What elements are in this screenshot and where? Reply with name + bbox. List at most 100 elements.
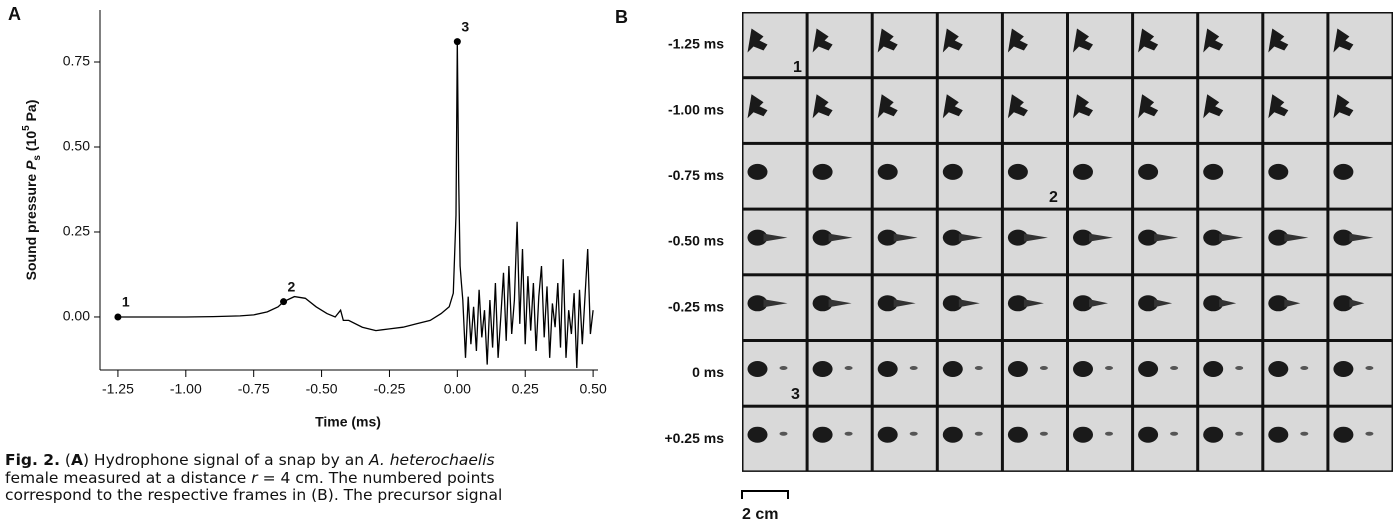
claw bbox=[1333, 426, 1354, 443]
claw bbox=[1073, 361, 1093, 377]
frame-number: 3 bbox=[791, 386, 800, 403]
caption: Fig. 2. (A) Hydrophone signal of a snap … bbox=[5, 451, 503, 505]
claw bbox=[942, 426, 963, 443]
claw bbox=[1007, 295, 1028, 312]
annotation-point bbox=[453, 38, 461, 46]
frame-grid bbox=[742, 12, 1393, 472]
cavitation bbox=[1039, 366, 1048, 370]
x-tick-label: -0.25 bbox=[373, 381, 405, 397]
claw bbox=[1138, 28, 1159, 53]
claw bbox=[877, 361, 898, 377]
cavitation bbox=[844, 366, 853, 370]
claw bbox=[1203, 94, 1224, 119]
claw bbox=[812, 361, 833, 377]
y-tick-label: 0.50 bbox=[63, 138, 90, 154]
jet bbox=[1023, 233, 1048, 242]
claw bbox=[942, 229, 963, 246]
row-label: -1.00 ms bbox=[668, 101, 724, 117]
y-tick-label: 0.00 bbox=[63, 308, 90, 324]
claw bbox=[1268, 361, 1289, 377]
claw bbox=[812, 28, 833, 53]
claw bbox=[812, 426, 833, 443]
claw bbox=[1333, 361, 1354, 377]
claw bbox=[1073, 28, 1093, 53]
cavitation bbox=[1300, 366, 1309, 370]
claw bbox=[1203, 28, 1224, 53]
annotation-label: 1 bbox=[122, 294, 130, 310]
y-tick-label: 0.25 bbox=[63, 223, 90, 239]
scale-bar-label: 2 cm bbox=[742, 506, 778, 523]
cavitation bbox=[1170, 431, 1179, 436]
x-tick-label: -1.25 bbox=[102, 381, 134, 397]
claw bbox=[747, 163, 768, 180]
claw bbox=[942, 295, 963, 312]
claw bbox=[1007, 361, 1028, 377]
cavitation bbox=[974, 366, 983, 370]
cavitation bbox=[1365, 366, 1374, 370]
claw bbox=[1138, 295, 1159, 312]
claw bbox=[1203, 426, 1224, 443]
cavitation bbox=[779, 431, 788, 436]
jet bbox=[1154, 233, 1179, 242]
y-label-part: Pa) bbox=[23, 100, 39, 126]
x-tick-label: 0.25 bbox=[512, 381, 539, 397]
x-tick-label: 0.50 bbox=[579, 381, 606, 397]
claw bbox=[942, 94, 963, 119]
claw bbox=[747, 361, 768, 377]
claw bbox=[1007, 229, 1028, 246]
cavitation bbox=[909, 431, 918, 436]
caption-text: ) Hydrophone signal of a snap by an bbox=[82, 451, 369, 469]
claw bbox=[877, 94, 898, 119]
claw bbox=[942, 361, 963, 377]
claw bbox=[812, 229, 833, 246]
caption-text: Fig. 2. bbox=[5, 451, 60, 469]
claw bbox=[1138, 94, 1159, 119]
claw bbox=[1203, 361, 1224, 377]
jet bbox=[1089, 299, 1108, 308]
jet bbox=[828, 233, 853, 242]
claw bbox=[1073, 94, 1093, 119]
annotation-point bbox=[280, 298, 288, 306]
caption-text: ( bbox=[59, 451, 71, 469]
row-label: +0.25 ms bbox=[664, 430, 724, 446]
frame-number: 2 bbox=[1049, 189, 1058, 206]
jet bbox=[1089, 233, 1113, 242]
claw bbox=[1073, 295, 1093, 312]
claw bbox=[747, 295, 768, 312]
cavitation bbox=[974, 431, 983, 436]
cavitation bbox=[1235, 431, 1244, 436]
y-axis-label: Sound pressure Ps (105 Pa) bbox=[21, 100, 43, 281]
jet bbox=[763, 233, 788, 242]
cavitation bbox=[1365, 431, 1374, 436]
row-label: -1.25 ms bbox=[668, 36, 724, 52]
jet bbox=[893, 233, 918, 242]
panel-label: B bbox=[615, 7, 628, 27]
jet bbox=[1284, 233, 1309, 242]
cavitation bbox=[844, 431, 853, 436]
y-tick-label: 0.75 bbox=[63, 53, 90, 69]
claw bbox=[1138, 426, 1159, 443]
cavitation bbox=[909, 366, 918, 370]
claw bbox=[1268, 229, 1289, 246]
x-axis-label: Time (ms) bbox=[315, 414, 381, 430]
jet bbox=[958, 233, 983, 242]
claw bbox=[1333, 295, 1354, 312]
caption-text: correspond to the respective frames in (… bbox=[5, 486, 503, 504]
panel-label: A bbox=[8, 4, 21, 24]
claw bbox=[1268, 94, 1289, 119]
jet bbox=[1023, 299, 1044, 308]
y-label-part: P bbox=[23, 160, 39, 170]
claw bbox=[877, 426, 898, 443]
claw bbox=[1268, 28, 1289, 53]
cavitation bbox=[779, 366, 788, 370]
claw bbox=[812, 163, 833, 180]
claw bbox=[812, 295, 833, 312]
claw bbox=[1007, 94, 1028, 119]
claw bbox=[747, 94, 768, 119]
claw bbox=[1007, 28, 1028, 53]
jet bbox=[1219, 299, 1237, 308]
caption-text: = 4 cm. The numbered points bbox=[257, 468, 495, 487]
cavitation bbox=[1039, 431, 1048, 436]
annotation-point bbox=[114, 313, 122, 321]
x-tick-label: -0.75 bbox=[238, 381, 270, 397]
